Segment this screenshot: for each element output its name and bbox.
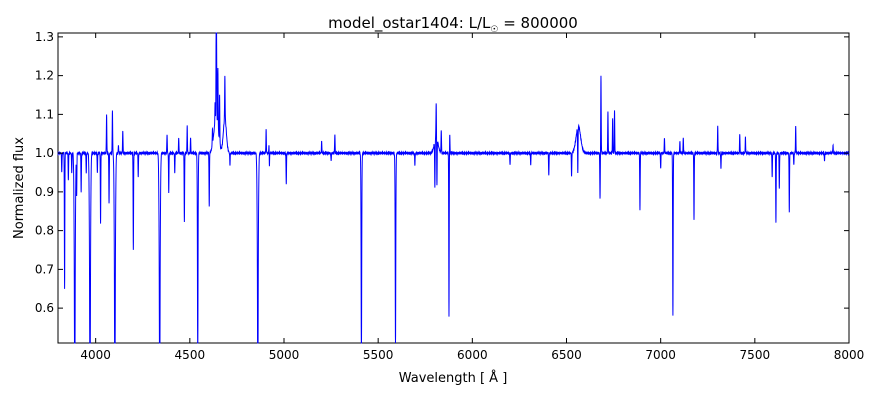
x-axis-label: Wavelength [ Å ] [399,370,508,386]
plot-area [57,32,850,344]
y-tick-label: 0.8 [35,224,54,238]
x-axis-ticks: 4000 4500 5000 5500 6000 6500 7000 7500 8000 [80,33,864,362]
x-tick-label: 6000 [457,348,488,362]
x-tick-label: 7000 [645,348,676,362]
y-tick-label: 1.2 [35,69,54,83]
chart-title-subscript: ☉ [490,25,498,35]
x-tick-label: 4000 [80,348,111,362]
x-tick-label: 7500 [740,348,771,362]
plot-frame [57,32,850,344]
y-axis-label: Normalized flux [12,137,27,239]
y-tick-label: 0.7 [35,262,54,276]
y-tick-label: 1.1 [35,107,54,121]
x-tick-label: 5000 [269,348,300,362]
chart-title: model_ostar1404: L/L☉ = 800000 [328,14,578,35]
spectrum-line [57,32,850,344]
x-tick-label: 5500 [363,348,394,362]
chart-title-suffix: = 800000 [498,14,577,32]
chart-title-prefix: model_ostar1404: L/L [328,14,491,33]
x-tick-label: 6500 [551,348,582,362]
x-tick-label: 4500 [175,348,206,362]
x-tick-label: 8000 [834,348,865,362]
y-tick-label: 1.0 [35,146,54,160]
y-axis-ticks: 0.6 0.7 0.8 0.9 1.0 1.1 1.2 1.3 [35,30,849,315]
y-tick-label: 0.6 [35,301,54,315]
y-tick-label: 1.3 [35,30,54,44]
y-tick-label: 0.9 [35,185,54,199]
